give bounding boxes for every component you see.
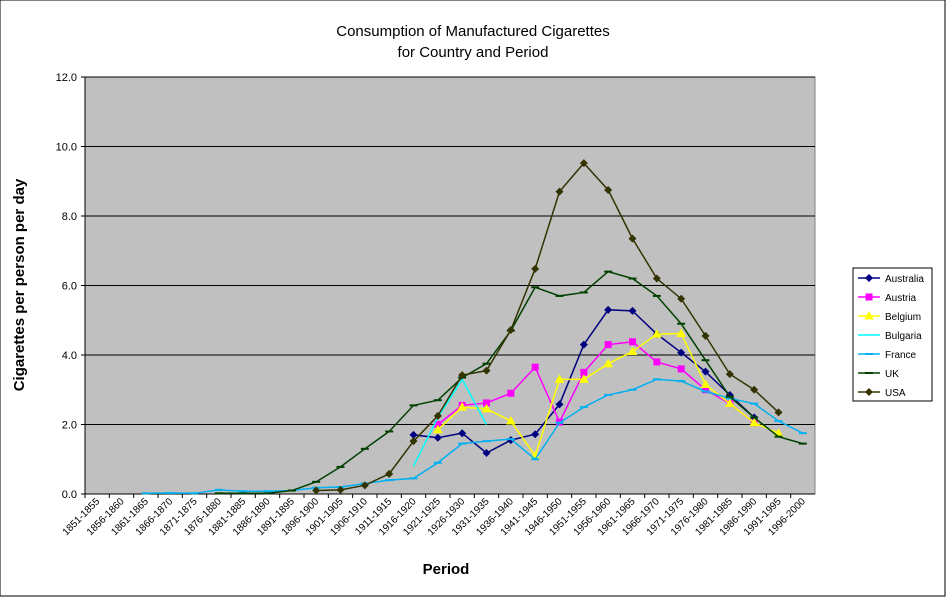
point [482,366,491,375]
legend-label: Bulgaria [885,331,922,342]
point [700,379,711,389]
point [312,486,321,495]
point [701,331,710,340]
point [627,346,638,356]
point [651,329,662,338]
point [432,424,443,434]
y-tick-label: 8.0 [62,211,77,223]
point [604,185,613,194]
point [628,306,637,315]
point [652,274,661,283]
y-tick-label: 0.0 [62,489,77,501]
point [531,264,540,273]
legend-label: Belgium [885,312,921,323]
point [725,370,734,379]
point [629,338,636,346]
point [458,371,467,380]
point [579,159,588,168]
point [628,234,637,243]
chart-subtitle: for Country and Period [398,44,549,61]
point [385,469,394,478]
point [507,389,515,397]
legend-label: Australia [885,274,924,285]
x-axis-title: Period [423,561,470,578]
legend-marker [865,388,873,396]
y-tick-label: 12.0 [56,72,77,84]
point [749,417,760,427]
point [677,348,686,357]
point [433,411,442,420]
point [457,402,468,411]
point [750,385,759,394]
point [677,294,686,303]
legend-marker [865,274,873,282]
series-line [437,341,755,426]
point [676,328,687,337]
point [604,305,613,314]
point [531,430,540,439]
point [555,400,564,409]
y-tick-label: 4.0 [62,350,77,362]
legend-marker [864,310,874,320]
series-line [145,378,804,495]
point [505,416,516,425]
y-tick-label: 10.0 [56,142,77,154]
point [555,187,564,196]
chart-title: Consumption of Manufactured Cigarettes [336,23,609,40]
point [506,325,515,334]
y-axis-title: Cigarettes per person per day [11,178,28,391]
series-line [316,162,780,492]
legend-label: USA [885,388,906,399]
point [774,408,783,417]
point [677,365,685,373]
point [653,358,661,366]
point [336,485,345,494]
point [531,363,539,371]
point [482,448,491,457]
legend-label: UK [885,369,899,380]
point [360,481,369,490]
point [724,398,735,408]
point [554,374,565,383]
point [578,374,589,383]
point [579,340,588,349]
point [433,433,442,442]
y-tick-label: 2.0 [62,420,77,432]
point [481,403,492,413]
point [701,367,710,376]
point [409,437,418,446]
point [604,341,612,349]
legend-label: France [885,350,917,361]
point [409,430,418,439]
legend-label: Austria [885,293,917,304]
point [458,429,467,438]
legend-marker [865,293,873,301]
y-tick-label: 6.0 [62,281,77,293]
point [603,358,614,368]
series-line [412,377,488,467]
